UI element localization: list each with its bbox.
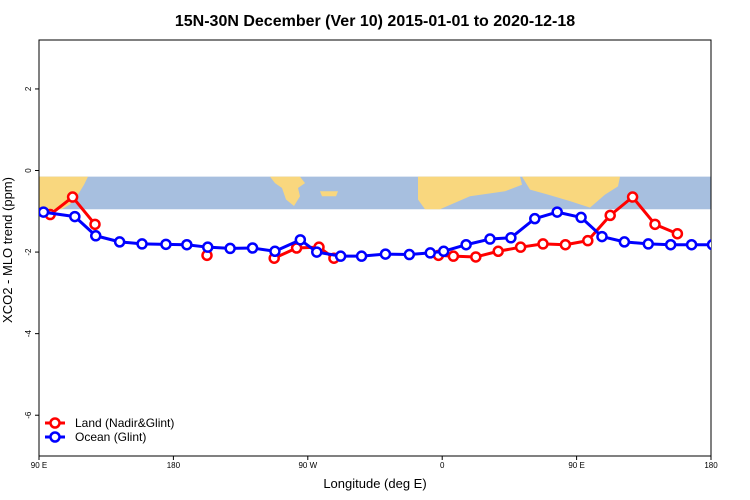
data-point [89, 230, 102, 242]
data-point [551, 206, 563, 218]
data-point [492, 245, 504, 258]
data-point [424, 247, 437, 259]
data-point [685, 238, 698, 251]
data-point [66, 191, 79, 203]
y-tick-label: 0 [24, 168, 33, 173]
data-point [706, 239, 711, 251]
land-mass-3 [418, 176, 522, 210]
data-point [505, 232, 517, 244]
y-tick-label: -6 [24, 411, 33, 419]
x-axis-label: Longitude (deg E) [323, 476, 426, 491]
data-point [582, 234, 594, 247]
legend-label-land: Land (Nadir&Glint) [75, 416, 174, 430]
legend-marker-land [49, 417, 61, 429]
y-tick-label: 2 [24, 86, 33, 91]
data-point [403, 248, 416, 261]
data-point [484, 233, 496, 245]
data-point [537, 238, 549, 250]
data-point [89, 218, 101, 231]
data-point [514, 241, 527, 253]
data-point [334, 250, 347, 262]
data-point [618, 236, 631, 248]
chart-title: 15N-30N December (Ver 10) 2015-01-01 to … [175, 13, 575, 30]
series-layer [39, 191, 711, 264]
y-tick-label: -2 [24, 248, 33, 256]
data-point [460, 238, 472, 251]
data-point [39, 206, 50, 218]
world-map-band [39, 176, 711, 210]
data-point [246, 242, 259, 254]
data-point [181, 238, 193, 251]
y-tick-label: -4 [24, 330, 33, 338]
data-point [160, 238, 172, 251]
x-tick-label: 180 [704, 461, 718, 470]
data-point [437, 245, 450, 258]
land-masses [39, 176, 620, 210]
x-axis: 90 E 180 90 W 0 90 E 180 [31, 456, 718, 470]
data-point [604, 209, 616, 222]
data-point [224, 242, 236, 255]
data-point [69, 210, 81, 223]
legend-marker-ocean [49, 431, 61, 443]
land-mass-4 [522, 176, 620, 208]
land-mass-2 [320, 191, 338, 197]
data-point [664, 238, 677, 251]
data-point [470, 251, 482, 263]
data-point [269, 245, 281, 258]
data-point [355, 250, 368, 262]
data-point [201, 241, 214, 253]
data-point [671, 227, 684, 240]
data-point [294, 234, 307, 246]
data-point [626, 191, 639, 203]
x-tick-label: 90 W [298, 461, 317, 470]
x-tick-label: 180 [167, 461, 181, 470]
data-point [649, 218, 661, 231]
data-point [559, 238, 572, 251]
land-mass-0 [39, 176, 88, 210]
legend-label-ocean: Ocean (Glint) [75, 430, 146, 444]
data-point [642, 238, 655, 250]
data-point [447, 250, 460, 262]
data-point [136, 238, 148, 250]
data-point [113, 236, 126, 248]
y-axis-label: XCO2 - MLO trend (ppm) [0, 177, 15, 323]
data-point [379, 248, 392, 260]
x-tick-label: 0 [440, 461, 445, 470]
data-point [529, 212, 541, 225]
data-point [575, 211, 587, 224]
land-mass-1 [270, 176, 305, 206]
y-axis: 2 0 -2 -4 -6 [24, 86, 39, 419]
legend: Land (Nadir&Glint) Ocean (Glint) [45, 416, 174, 444]
x-tick-label: 90 E [568, 461, 584, 470]
data-point [311, 246, 323, 258]
series-ocean [39, 206, 711, 262]
x-tick-label: 90 E [31, 461, 47, 470]
data-point [596, 230, 608, 243]
